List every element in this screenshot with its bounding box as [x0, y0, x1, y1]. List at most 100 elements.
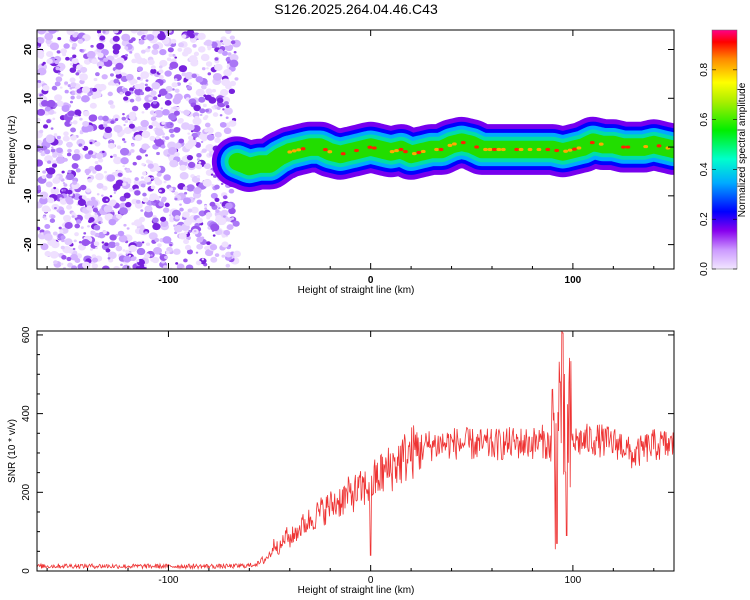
x-tick-label: -100: [158, 275, 178, 286]
noise-blob: [206, 241, 211, 245]
noise-blob: [186, 235, 191, 241]
noise-blob: [94, 161, 99, 165]
noise-blob: [124, 53, 129, 57]
noise-blob: [63, 131, 69, 137]
noise-blob: [160, 198, 166, 203]
noise-blob: [163, 180, 167, 184]
noise-blob: [82, 261, 91, 269]
noise-blob: [191, 73, 197, 79]
noise-blob: [122, 113, 125, 116]
noise-blob: [122, 87, 128, 93]
ridge-peak: [483, 147, 488, 152]
noise-blob: [59, 158, 63, 162]
noise-blob: [159, 59, 168, 67]
noise-blob: [196, 199, 203, 205]
noise-blob: [47, 208, 52, 212]
noise-blob: [136, 66, 144, 72]
noise-blob: [44, 233, 53, 241]
noise-blob: [50, 214, 56, 219]
noise-blob: [37, 108, 46, 116]
noise-blob: [112, 35, 120, 42]
noise-blob: [101, 185, 108, 191]
noise-blob: [141, 171, 147, 176]
noise-blob: [163, 265, 168, 269]
noise-blob: [174, 215, 180, 220]
noise-blob: [107, 91, 113, 97]
noise-blob: [210, 256, 218, 263]
noise-blob: [220, 40, 224, 43]
noise-blob: [183, 258, 188, 263]
ridge-peak: [296, 148, 302, 152]
noise-blob: [67, 110, 75, 117]
y-tick-label: 20: [23, 44, 34, 56]
noise-blob: [124, 46, 129, 50]
noise-blob: [140, 176, 144, 179]
noise-blob: [204, 249, 214, 257]
y-tick-label: 10: [23, 92, 34, 104]
noise-blob: [87, 150, 94, 155]
noise-blob: [205, 88, 213, 95]
noise-blob: [185, 264, 194, 269]
noise-blob: [214, 63, 223, 71]
colorbar-ticks: 0.0 0.2 0.4 0.6 0.8: [699, 62, 737, 276]
noise-blob: [192, 44, 197, 48]
noise-blob: [44, 106, 51, 112]
noise-blob: [144, 253, 151, 259]
noise-blob: [99, 35, 106, 41]
x-tick-label: -100: [158, 575, 178, 586]
colorbar-tick-label: 0.0: [699, 262, 710, 276]
noise-blob: [55, 76, 63, 83]
noise-blob: [67, 247, 74, 254]
noise-blob: [98, 65, 102, 69]
noise-blob: [69, 62, 74, 66]
noise-blob: [130, 149, 135, 153]
noise-blob: [144, 210, 154, 218]
noise-blob: [152, 223, 161, 231]
noise-blob: [202, 56, 208, 61]
noise-blob: [96, 193, 100, 196]
noise-blob: [87, 178, 93, 183]
noise-blob: [53, 186, 57, 190]
noise-blob: [156, 151, 160, 156]
noise-blob: [56, 100, 64, 107]
noise-blob: [115, 62, 124, 70]
noise-blob: [65, 196, 73, 203]
noise-blob: [153, 246, 162, 255]
noise-blob: [74, 257, 81, 263]
noise-blob: [50, 146, 54, 149]
noise-blob: [64, 221, 73, 229]
noise-blob: [184, 142, 194, 150]
noise-blob: [181, 34, 187, 39]
noise-blob: [94, 212, 98, 216]
noise-blob: [188, 229, 192, 233]
noise-blob: [214, 57, 219, 61]
y-tick-label: -20: [23, 237, 34, 252]
noise-blob: [135, 199, 141, 204]
noise-blob: [103, 131, 113, 139]
noise-blob: [153, 128, 156, 131]
noise-blob: [91, 254, 97, 259]
noise-blob: [201, 136, 208, 142]
noise-blob: [115, 213, 123, 220]
noise-blob: [196, 158, 200, 161]
noise-blob: [220, 182, 224, 185]
noise-blob: [124, 119, 129, 123]
noise-blob: [66, 141, 73, 148]
noise-blob: [70, 135, 77, 141]
noise-blob: [50, 187, 60, 195]
noise-blob: [113, 53, 119, 58]
noise-blob: [81, 86, 91, 94]
noise-blob: [193, 230, 197, 233]
noise-blob: [214, 184, 220, 190]
noise-blob: [57, 72, 61, 75]
ridge-peak: [492, 147, 497, 152]
noise-blob: [222, 195, 228, 200]
noise-blob: [47, 197, 55, 204]
noise-blob: [107, 251, 117, 260]
noise-blob: [69, 77, 76, 83]
noise-blob: [115, 83, 119, 87]
noise-blob: [169, 159, 179, 168]
noise-blob: [172, 97, 181, 105]
x-tick-label: 0: [368, 575, 374, 586]
noise-blob: [177, 118, 184, 124]
